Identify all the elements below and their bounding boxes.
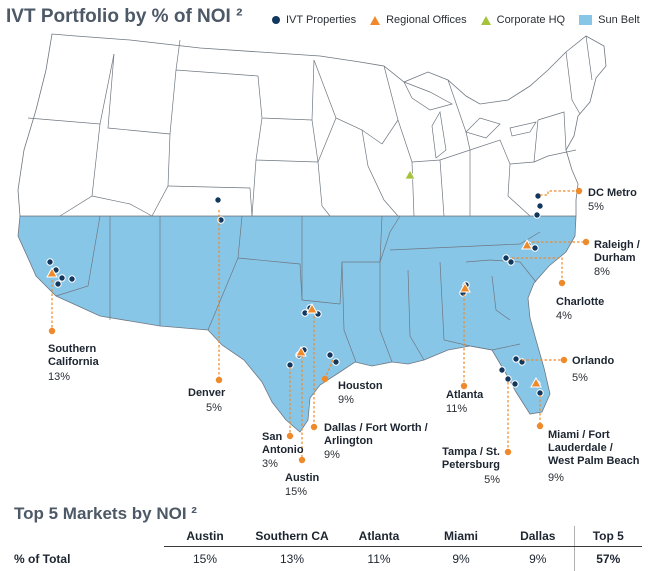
property-marker — [513, 356, 519, 362]
property-marker — [47, 259, 53, 265]
property-marker — [505, 376, 511, 382]
table-cell: 11% — [338, 547, 420, 571]
property-marker — [69, 276, 75, 282]
table-header-row: Austin Southern CA Atlanta Miami Dallas … — [14, 526, 642, 547]
property-marker — [499, 367, 505, 373]
property-marker — [512, 381, 518, 387]
table-cell-total: 57% — [574, 547, 642, 571]
sunbelt-region — [18, 216, 576, 432]
top5-table: Austin Southern CA Atlanta Miami Dallas … — [14, 526, 642, 571]
column-header: Austin — [164, 526, 246, 547]
table-corner — [14, 526, 164, 547]
property-marker — [508, 259, 514, 265]
table-row: % of Total 15% 13% 11% 9% 9% 57% — [14, 547, 642, 571]
property-marker — [537, 203, 543, 209]
northern-states — [18, 34, 606, 216]
row-label: % of Total — [14, 547, 164, 571]
table-cell: 13% — [246, 547, 338, 571]
table-cell: 15% — [164, 547, 246, 571]
column-header: Atlanta — [338, 526, 420, 547]
property-marker — [215, 197, 221, 203]
column-header-total: Top 5 — [574, 526, 642, 547]
property-marker — [55, 281, 61, 287]
column-header: Miami — [420, 526, 502, 547]
property-marker — [534, 212, 540, 218]
property-marker — [333, 359, 339, 365]
property-marker — [532, 245, 538, 251]
table-cell: 9% — [502, 547, 574, 571]
property-marker — [59, 275, 65, 281]
property-marker — [327, 352, 333, 358]
property-marker — [535, 193, 541, 199]
column-header: Southern CA — [246, 526, 338, 547]
column-header: Dallas — [502, 526, 574, 547]
table-cell: 9% — [420, 547, 502, 571]
top5-title: Top 5 Markets by NOI ² — [14, 504, 197, 524]
